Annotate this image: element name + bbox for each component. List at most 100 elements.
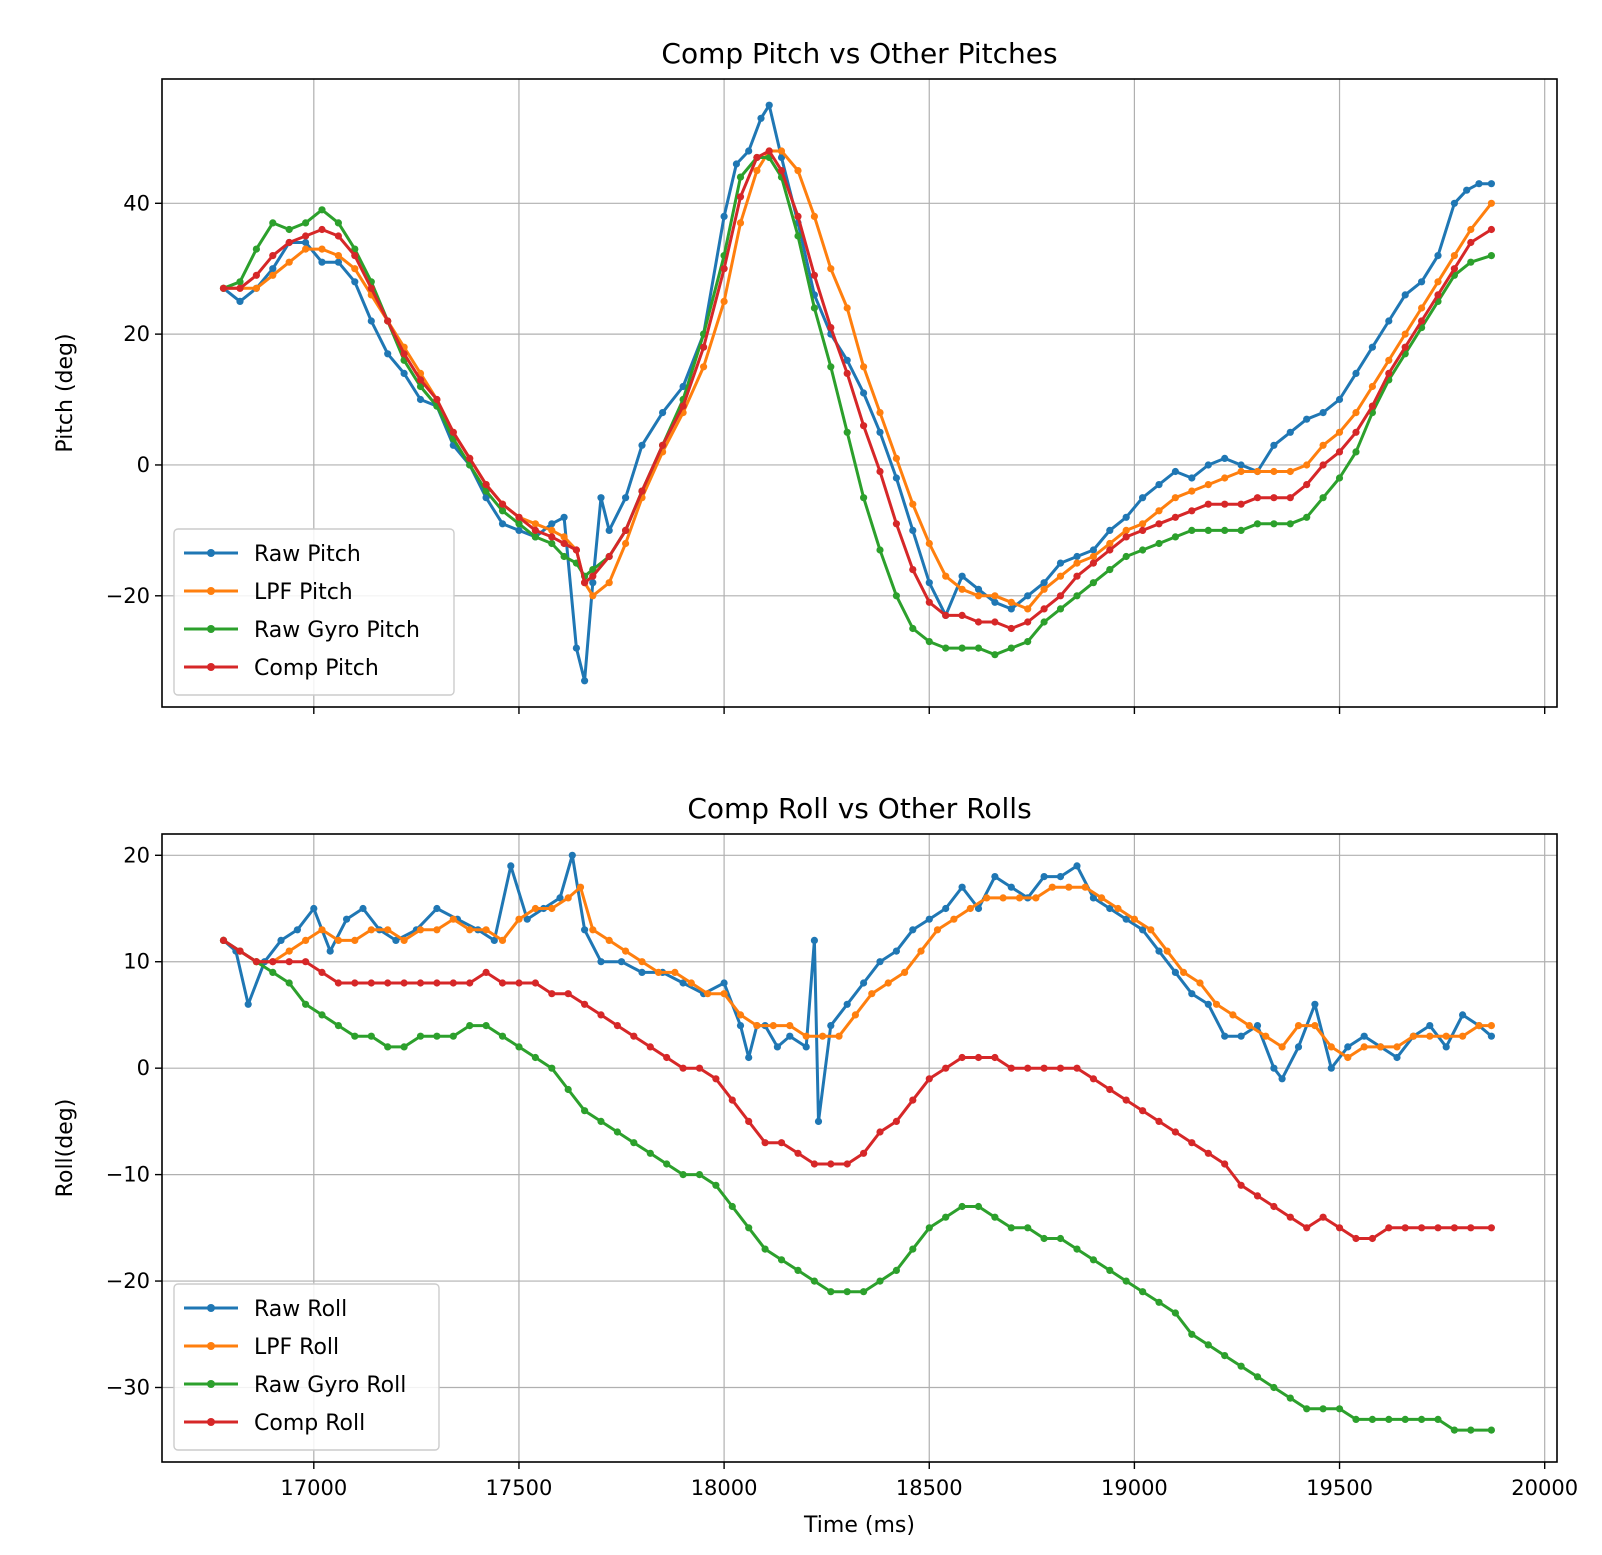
x-tick-label-5: 19500	[1306, 1476, 1373, 1500]
data-point-raw-roll-6	[310, 904, 318, 913]
data-point-comp-pitch-19	[531, 526, 540, 535]
data-point-raw-gyro-pitch-12	[416, 382, 425, 391]
data-point-raw-gyro-roll-45	[958, 1202, 966, 1211]
data-point-comp-roll-66	[1303, 1224, 1311, 1232]
data-point-raw-pitch-44	[892, 474, 901, 482]
data-point-raw-gyro-roll-28	[679, 1171, 687, 1179]
data-point-comp-roll-49	[1024, 1064, 1032, 1072]
data-point-raw-gyro-pitch-54	[1089, 579, 1097, 587]
data-point-raw-pitch-52	[1024, 592, 1032, 600]
data-point-comp-pitch-53	[1073, 572, 1081, 580]
data-point-comp-roll-51	[1056, 1064, 1065, 1072]
data-point-raw-gyro-roll-22	[581, 1107, 589, 1115]
data-point-raw-gyro-pitch-64	[1253, 520, 1262, 528]
data-point-raw-roll-42	[876, 958, 884, 966]
series-raw-gyro-pitch	[219, 153, 1495, 659]
data-point-comp-roll-19	[531, 979, 540, 987]
data-point-raw-gyro-roll-48	[1007, 1224, 1015, 1232]
data-point-raw-gyro-pitch-16	[482, 487, 490, 495]
data-point-comp-pitch-18	[515, 513, 523, 521]
data-point-raw-roll-30	[736, 1022, 745, 1030]
data-point-lpf-pitch-54	[1089, 552, 1097, 561]
data-point-lpf-roll-58	[1163, 947, 1171, 955]
data-point-raw-gyro-roll-17	[498, 1032, 507, 1040]
data-point-lpf-pitch-3	[269, 271, 277, 279]
data-point-lpf-roll-14	[449, 915, 457, 923]
data-point-raw-pitch-24	[589, 579, 597, 587]
data-point-raw-roll-35	[786, 1032, 794, 1040]
data-point-comp-roll-44	[942, 1064, 950, 1072]
data-point-lpf-roll-24	[605, 936, 613, 945]
data-point-raw-pitch-68	[1286, 428, 1294, 436]
data-point-comp-pitch-47	[974, 618, 983, 626]
data-point-lpf-roll-67	[1311, 1022, 1319, 1030]
data-point-comp-pitch-25	[605, 552, 613, 561]
data-point-comp-pitch-20	[548, 533, 556, 541]
data-point-lpf-pitch-39	[843, 304, 851, 312]
data-point-raw-gyro-roll-67	[1319, 1405, 1327, 1413]
data-point-raw-gyro-roll-35	[794, 1266, 802, 1274]
data-point-comp-pitch-54	[1089, 559, 1097, 567]
data-point-comp-pitch-44	[925, 598, 933, 606]
data-point-raw-gyro-roll-6	[318, 1011, 326, 1019]
data-point-comp-pitch-49	[1007, 624, 1015, 633]
data-point-comp-pitch-59	[1171, 513, 1179, 521]
data-point-comp-pitch-1	[236, 284, 244, 292]
data-point-raw-pitch-81	[1487, 180, 1495, 188]
data-point-comp-pitch-29	[679, 402, 687, 410]
data-point-lpf-roll-17	[498, 936, 507, 945]
data-point-comp-roll-75	[1450, 1224, 1458, 1232]
data-point-raw-gyro-pitch-24	[589, 566, 597, 574]
legend-marker-lpf-pitch	[207, 587, 215, 595]
data-point-lpf-roll-71	[1377, 1043, 1385, 1051]
data-point-comp-pitch-67	[1303, 481, 1311, 489]
legend-label-raw-roll: Raw Roll	[254, 1297, 347, 1322]
data-point-raw-pitch-17	[498, 520, 507, 528]
data-point-raw-roll-80	[1487, 1032, 1495, 1040]
data-point-lpf-roll-8	[351, 936, 359, 945]
data-point-raw-pitch-80	[1475, 180, 1483, 188]
data-point-raw-gyro-pitch-8	[351, 245, 359, 253]
data-point-lpf-roll-38	[835, 1032, 843, 1040]
data-point-lpf-roll-27	[654, 968, 663, 977]
y-tick-label-1: −20	[106, 1269, 150, 1293]
data-point-lpf-pitch-30	[700, 363, 708, 371]
data-point-lpf-roll-41	[884, 979, 892, 987]
data-point-comp-roll-60	[1204, 1149, 1212, 1157]
data-point-raw-gyro-pitch-59	[1171, 533, 1179, 541]
data-point-raw-pitch-23	[581, 677, 589, 685]
x-tick-label-4: 19000	[1101, 1476, 1168, 1500]
data-point-comp-roll-36	[810, 1160, 819, 1168]
data-point-lpf-roll-32	[736, 1011, 745, 1019]
data-point-lpf-pitch-31	[720, 297, 728, 305]
data-point-raw-roll-59	[1155, 947, 1163, 955]
data-point-raw-gyro-roll-77	[1487, 1426, 1495, 1434]
data-point-comp-pitch-63	[1237, 500, 1245, 508]
data-point-lpf-pitch-66	[1286, 467, 1294, 476]
data-point-comp-pitch-21	[560, 539, 568, 548]
data-point-raw-gyro-roll-49	[1024, 1224, 1032, 1232]
data-point-raw-gyro-pitch-5	[302, 219, 310, 227]
data-point-comp-roll-53	[1089, 1075, 1097, 1083]
data-point-raw-pitch-41	[843, 356, 851, 364]
legend-label-raw-gyro-pitch: Raw Gyro Pitch	[254, 618, 420, 643]
data-point-comp-roll-15	[466, 979, 474, 987]
legend-item-comp-roll: Comp Roll	[184, 1411, 365, 1436]
data-point-raw-gyro-pitch-36	[794, 232, 802, 240]
y-tick-label-5: 20	[123, 843, 150, 867]
data-point-lpf-roll-15	[466, 926, 474, 934]
legend-label-comp-roll: Comp Roll	[254, 1411, 365, 1436]
data-point-comp-pitch-45	[942, 611, 950, 620]
data-point-lpf-pitch-56	[1122, 526, 1130, 535]
data-point-raw-gyro-pitch-53	[1073, 592, 1081, 600]
data-point-comp-pitch-37	[810, 271, 819, 279]
data-point-raw-gyro-roll-60	[1204, 1341, 1212, 1349]
data-point-raw-gyro-pitch-20	[548, 539, 556, 548]
data-point-raw-roll-5	[293, 926, 301, 934]
legend-marker-raw-gyro-pitch	[207, 625, 215, 633]
data-point-comp-pitch-0	[219, 284, 228, 292]
data-point-lpf-pitch-67	[1303, 461, 1311, 469]
data-point-comp-roll-55	[1122, 1096, 1130, 1104]
data-point-comp-pitch-2	[252, 271, 260, 279]
data-point-raw-pitch-7	[334, 258, 342, 266]
